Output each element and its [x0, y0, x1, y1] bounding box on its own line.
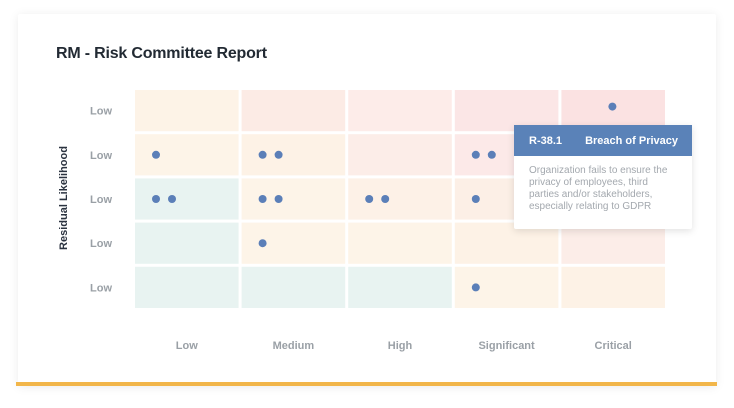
- matrix-cell-r1-c1: [241, 134, 346, 176]
- matrix-cell-r4-c0: [135, 266, 239, 308]
- report-title: RM - Risk Committee Report: [56, 45, 267, 62]
- risk-point[interactable]: [471, 195, 480, 203]
- x-tick-label: Critical: [595, 340, 632, 352]
- matrix-cell-r4-c1: [241, 266, 346, 308]
- y-tick-label: Low: [90, 194, 112, 206]
- matrix-cell-r2-c2: [348, 178, 452, 220]
- matrix-cell-r0-c1: [241, 90, 346, 132]
- matrix-cell-r0-c3: [454, 90, 559, 132]
- risk-point[interactable]: [471, 150, 480, 159]
- risk-point[interactable]: [152, 150, 160, 159]
- risk-point[interactable]: [168, 195, 176, 203]
- risk-point[interactable]: [487, 150, 496, 159]
- matrix-cell-r3-c1: [241, 222, 346, 264]
- x-tick-label: Medium: [273, 340, 315, 352]
- y-tick-label: Low: [90, 150, 112, 162]
- matrix-cell-r3-c2: [348, 222, 452, 264]
- matrix-cell-r2-c0: [135, 178, 239, 220]
- risk-point[interactable]: [258, 195, 267, 203]
- risk-tooltip: R-38.1 Breach of Privacy Organization fa…: [514, 125, 692, 229]
- risk-point[interactable]: [258, 150, 267, 159]
- matrix-cell-r1-c2: [348, 134, 452, 176]
- risk-point[interactable]: [274, 150, 283, 159]
- x-tick-label: Significant: [478, 340, 535, 352]
- matrix-cell-r4-c4: [561, 266, 665, 308]
- y-tick-label: Low: [90, 238, 112, 250]
- tooltip-risk-name: Breach of Privacy: [585, 134, 678, 147]
- x-tick-label: High: [388, 340, 413, 352]
- risk-point[interactable]: [365, 195, 374, 203]
- accent-bar: [16, 382, 717, 386]
- matrix-cell-r0-c4: [561, 90, 665, 132]
- matrix-cell-r4-c2: [348, 266, 452, 308]
- tooltip-risk-id: R-38.1: [529, 134, 563, 147]
- y-tick-label: Low: [90, 282, 112, 294]
- risk-point[interactable]: [274, 195, 283, 203]
- matrix-cell-r1-c0: [135, 134, 239, 176]
- matrix-cell-r4-c3: [454, 266, 559, 308]
- risk-point[interactable]: [471, 283, 480, 292]
- y-tick-label: Low: [90, 106, 112, 118]
- tooltip-description: Organization fails to ensure the privacy…: [529, 165, 668, 212]
- matrix-cell-r0-c2: [348, 90, 452, 132]
- tooltip-header: R-38.1 Breach of Privacy: [514, 125, 692, 156]
- risk-point[interactable]: [381, 195, 390, 203]
- matrix-cell-r3-c4: [561, 222, 665, 264]
- matrix-cell-r0-c0: [135, 90, 239, 132]
- matrix-cell-r3-c0: [135, 222, 239, 264]
- x-tick-label: Low: [176, 340, 198, 352]
- risk-point[interactable]: [608, 102, 617, 111]
- matrix-cell-r3-c3: [454, 222, 559, 264]
- matrix-cell-r2-c1: [241, 178, 346, 220]
- risk-point[interactable]: [152, 195, 160, 203]
- risk-point[interactable]: [258, 239, 267, 248]
